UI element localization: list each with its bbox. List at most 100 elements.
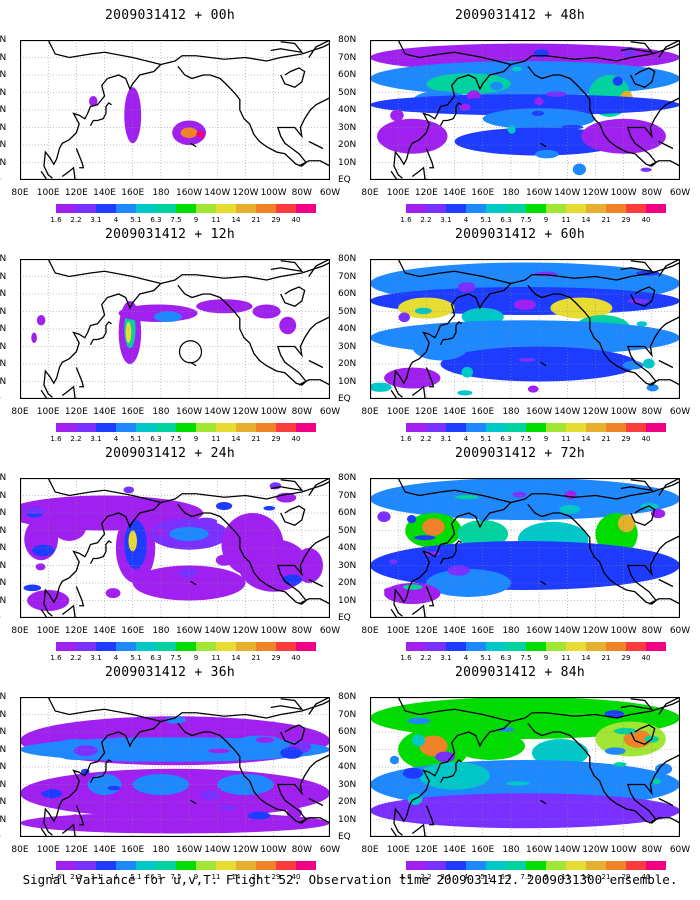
latitude-tick-label: 20N	[338, 359, 357, 369]
variance-contour	[194, 517, 218, 526]
longitude-tick-label: 140E	[93, 626, 116, 636]
colorbar-tick-label: 7.5	[170, 216, 182, 224]
latitude-tick-label: 10N	[0, 157, 7, 168]
longitude-tick-label: 180	[502, 626, 520, 636]
longitude-tick-label: 60W	[669, 845, 691, 855]
colorbar-swatch	[466, 423, 486, 432]
coastline	[270, 479, 304, 492]
colorbar-swatch	[116, 861, 136, 870]
colorbar-tick-label: 11	[211, 435, 221, 443]
variance-contour	[370, 793, 680, 829]
colorbar-tick-label: 1.6	[50, 654, 62, 662]
map-panel-48h: 2009031412 + 48h 80N 70N 60N 50N 40N 30N 20N 10N…	[338, 8, 690, 226]
map-frame	[370, 478, 680, 618]
colorbar-swatch	[586, 204, 606, 213]
colorbar-labels: 1.6 2.2 3.1 4 5.1 6.3 7.5 9 11 14 21 29 40	[50, 435, 316, 445]
variance-contour	[125, 322, 132, 343]
longitude-tick-label: 100W	[610, 188, 637, 198]
colorbar-swatch	[646, 423, 666, 432]
longitude-tick-label: 120E	[64, 626, 88, 636]
colorbar-tick-label: 5.1	[130, 654, 142, 662]
latitude-tick-label: 30N	[338, 560, 357, 571]
coastline	[648, 379, 680, 386]
latitude-tick-label: 30N	[338, 779, 357, 790]
colorbar-labels: 1.6 2.2 3.1 4 5.1 6.3 7.5 9 11 14 21 29 40	[50, 654, 316, 664]
colorbar-swatch	[526, 204, 546, 213]
latitude-tick-label: 80N	[0, 473, 7, 483]
colorbar-swatch	[586, 423, 606, 432]
longitude-tick-label: 160W	[176, 845, 203, 855]
colorbar-tick-label: 14	[581, 654, 591, 662]
coastline	[43, 259, 163, 398]
colorbar-tick-label: 5.1	[130, 216, 142, 224]
colorbar-swatch	[406, 204, 426, 213]
coastline	[527, 284, 680, 386]
latitude-tick-label: 60N	[0, 70, 7, 80]
coastline	[270, 260, 304, 273]
colorbar-tick-label: 7.5	[520, 435, 532, 443]
coastline	[308, 697, 330, 715]
colorbar-tick-label: 3.1	[440, 435, 452, 443]
longitude-labels: 80E 100E 120E 140E 160E 180 160W 140W 120W 100W 80…	[361, 407, 691, 419]
latitude-tick-label: 60N	[338, 289, 357, 299]
colorbar-swatch	[236, 861, 256, 870]
coastline	[439, 759, 462, 784]
latitude-tick-label: 20N	[0, 797, 7, 807]
variance-contour	[23, 584, 42, 592]
variance-contour	[105, 588, 121, 599]
panel-title: 2009031412 + 00h	[104, 8, 236, 23]
longitude-tick-label: 120W	[582, 188, 609, 198]
variance-contour	[604, 747, 626, 755]
coastline	[658, 40, 680, 58]
colorbar-tick-label: 9	[193, 216, 199, 224]
coastline	[393, 478, 513, 617]
colorbar-tick-label: 14	[231, 216, 241, 224]
variance-contour	[531, 110, 545, 116]
longitude-tick-label: 60W	[319, 407, 341, 417]
map-panel-60h: 2009031412 + 60h 80N 70N 60N 50N 40N 30N 20N 10N…	[338, 227, 691, 445]
colorbar-tick-label: 14	[231, 435, 241, 443]
colorbar-tick-label: 29	[621, 435, 631, 443]
colorbar-tick-label: 11	[561, 873, 571, 881]
variance-contour	[613, 727, 637, 735]
longitude-tick-label: 80W	[641, 188, 662, 198]
colorbar-swatch	[276, 861, 296, 870]
longitude-tick-label: 100W	[260, 407, 287, 417]
colorbar-tick-label: 2.2	[420, 873, 432, 881]
variance-contour	[412, 332, 469, 361]
coastline	[43, 697, 163, 836]
longitude-tick-label: 120E	[414, 845, 438, 855]
latitude-tick-label: 50N	[338, 525, 357, 536]
colorbar-labels: 1.6 2.2 3.1 4 5.1 6.3 7.5 9 11 14 21 29 40	[400, 873, 666, 883]
variance-contour	[461, 297, 471, 307]
latitude-tick-label: EQ	[0, 394, 1, 404]
colorbar-tick-label: 6.3	[150, 873, 162, 881]
coastline	[61, 823, 76, 837]
colorbar	[406, 861, 666, 870]
coastline	[308, 140, 324, 150]
colorbar-tick-label: 2.2	[420, 216, 432, 224]
longitude-tick-label: 160E	[471, 626, 495, 636]
variance-map	[370, 259, 680, 399]
colorbar-swatch	[526, 642, 546, 651]
coastline	[298, 817, 330, 824]
colorbar-tick-label: 4	[463, 435, 469, 443]
colorbar-tick-label: 40	[291, 873, 301, 881]
longitude-tick-label: 60W	[669, 407, 691, 417]
coastline	[425, 805, 435, 826]
longitude-tick-label: 140W	[204, 188, 231, 198]
variance-contour	[52, 513, 87, 541]
longitude-tick-label: 80E	[11, 407, 29, 417]
coastline	[89, 102, 112, 127]
variance-contour	[457, 282, 476, 293]
colorbar-tick-label: 14	[231, 873, 241, 881]
colorbar-tick-label: 29	[621, 216, 631, 224]
latitude-tick-label: 10N	[338, 595, 357, 606]
colorbar-swatch	[116, 423, 136, 432]
map-panel-84h: 2009031412 + 84h 80N 70N 60N 50N 40N 30N 20N 10N…	[338, 665, 691, 883]
map-panel-0h: 2009031412 + 00h 80N 70N 60N 50N 40N 30N 20N 10N…	[0, 8, 340, 226]
colorbar-tick-label: 3.1	[90, 654, 102, 662]
variance-contour	[377, 511, 391, 523]
longitude-labels: 80E 100E 120E 140E 160E 180 160W 140W 120W 100W 80…	[11, 626, 340, 638]
longitude-tick-label: 180	[502, 188, 520, 198]
